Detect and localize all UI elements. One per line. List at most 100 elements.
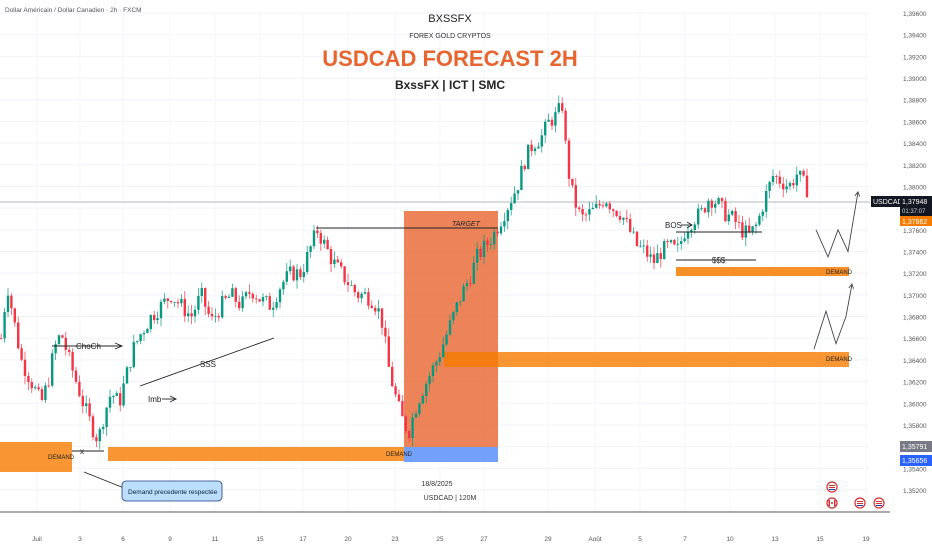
y-tick-label: 1,38800 bbox=[903, 98, 927, 105]
candle-body bbox=[95, 437, 98, 442]
x-label: x bbox=[80, 447, 84, 456]
candle-body bbox=[472, 262, 475, 284]
candle-body bbox=[367, 292, 370, 306]
candle-body bbox=[561, 103, 564, 111]
level-a-badge bbox=[900, 441, 932, 452]
candle-body bbox=[506, 209, 509, 222]
subtitle: FOREX GOLD CRYPTOS bbox=[409, 33, 491, 40]
candle-body bbox=[802, 170, 805, 176]
bos-arrow bbox=[686, 221, 693, 229]
candle-body bbox=[176, 301, 180, 304]
candle-body bbox=[652, 254, 656, 264]
y-tick-label: 1,37600 bbox=[903, 228, 927, 235]
candle-body bbox=[391, 366, 394, 387]
last-price-badge bbox=[900, 196, 932, 216]
y-tick-label: 1,35400 bbox=[903, 466, 927, 473]
candle-body bbox=[81, 396, 84, 407]
candle-body bbox=[421, 395, 424, 404]
candle-body bbox=[659, 253, 662, 260]
candle-body bbox=[255, 298, 258, 300]
us-flag-icon-2[interactable] bbox=[854, 497, 866, 509]
demand-zone-mid bbox=[444, 352, 849, 367]
y-tick-label: 1,37400 bbox=[903, 250, 927, 257]
candle-body bbox=[214, 316, 217, 317]
candle-body bbox=[0, 338, 3, 340]
forecast-path-bottom bbox=[813, 283, 853, 350]
choch-label: ChoCh bbox=[76, 342, 101, 351]
x-tick-label: Août bbox=[588, 536, 602, 543]
y-tick-label: 1,39600 bbox=[903, 11, 927, 18]
candle-body bbox=[30, 382, 33, 389]
candle-body bbox=[40, 389, 44, 400]
symbol-description: Dollar Américain / Dollar Canadien · 2h … bbox=[5, 7, 142, 14]
candle-body bbox=[452, 312, 455, 321]
candle-body bbox=[285, 271, 288, 282]
candle-body bbox=[346, 282, 350, 286]
y-axis[interactable]: 1,39600 1,39400 1,39200 1,39000 1,38800 1,386… bbox=[903, 11, 927, 495]
candle-body bbox=[108, 396, 112, 408]
candle-body bbox=[795, 174, 798, 186]
candle-body bbox=[105, 407, 108, 428]
candle-body bbox=[642, 245, 645, 247]
candle-body bbox=[227, 296, 231, 298]
forecast-paths bbox=[813, 190, 861, 350]
usdcad-badge-text: USDCAD bbox=[873, 199, 903, 206]
candle-body bbox=[204, 287, 207, 307]
candle-body bbox=[703, 208, 707, 213]
x-tick-label: 6 bbox=[121, 536, 125, 543]
x-tick-label: 15 bbox=[816, 536, 824, 543]
candle-body bbox=[574, 185, 577, 208]
candle-body bbox=[690, 230, 693, 233]
candle-body bbox=[758, 215, 761, 225]
candle-body bbox=[493, 231, 496, 245]
x-tick-label: 27 bbox=[480, 536, 488, 543]
candle-body bbox=[591, 207, 594, 210]
y-tick-label: 1,39000 bbox=[903, 76, 927, 83]
candle-body bbox=[778, 176, 781, 184]
candle-body bbox=[132, 342, 135, 368]
event-flags[interactable] bbox=[826, 481, 885, 509]
candle-body bbox=[533, 148, 537, 152]
candle-body bbox=[166, 298, 169, 301]
x-tick-label: 29 bbox=[544, 536, 552, 543]
candle-body bbox=[537, 146, 540, 149]
us-flag-icon[interactable] bbox=[826, 481, 838, 493]
last-price-text: 1,37948 bbox=[902, 199, 927, 206]
y-tick-label: 1,39200 bbox=[903, 54, 927, 61]
ca-flag-icon[interactable] bbox=[826, 497, 838, 509]
sss-trendline bbox=[139, 337, 275, 387]
us-flag-icon-3[interactable] bbox=[873, 497, 885, 509]
candle-body bbox=[503, 221, 506, 227]
x-tick-label: 25 bbox=[436, 536, 444, 543]
target-label: TARGET bbox=[452, 221, 481, 228]
candle-body bbox=[197, 295, 200, 310]
candle-body bbox=[663, 241, 666, 260]
candle-body bbox=[792, 183, 795, 186]
x-tick-label: 5 bbox=[638, 536, 642, 543]
candle-body bbox=[805, 175, 809, 198]
candle-body bbox=[768, 182, 771, 191]
candle-body bbox=[482, 240, 486, 258]
candle-body bbox=[414, 413, 418, 418]
candle-body bbox=[119, 393, 122, 406]
candle-body bbox=[748, 225, 751, 233]
usdcad-badge bbox=[871, 196, 900, 207]
candle-body bbox=[639, 245, 642, 247]
x-axis[interactable]: Juil 3 6 9 11 15 17 20 23 25 27 29 Août 5 7 10 13 15 19 bbox=[32, 536, 870, 543]
imb-arrow bbox=[169, 395, 178, 403]
candle-body bbox=[431, 365, 435, 377]
candle-body bbox=[418, 403, 421, 414]
candle-body bbox=[282, 281, 285, 290]
candle-body bbox=[459, 301, 462, 303]
candle-body bbox=[442, 344, 445, 358]
candle-body bbox=[462, 286, 465, 302]
candle-body bbox=[238, 301, 241, 309]
forecast-path-bottom-arrowhead bbox=[848, 283, 854, 289]
candle-body bbox=[275, 302, 278, 308]
candle-body bbox=[251, 293, 254, 299]
candle-body bbox=[380, 308, 384, 328]
stop-zone bbox=[404, 447, 498, 462]
forecast-path-top-arrowhead bbox=[854, 190, 861, 197]
candles bbox=[0, 95, 809, 450]
